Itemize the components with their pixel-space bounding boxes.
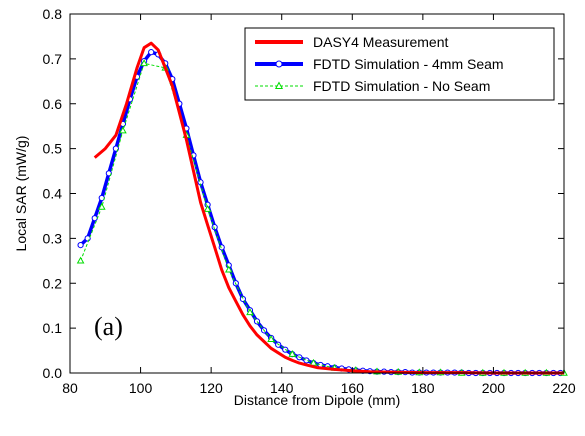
y-tick-label: 0.6 xyxy=(43,96,63,112)
legend-label-0: DASY4 Measurement xyxy=(313,34,449,50)
series-line-0 xyxy=(93,41,564,375)
x-tick-label: 180 xyxy=(411,380,435,396)
series-point-triangle xyxy=(119,126,127,134)
series-point-circle xyxy=(84,235,91,242)
y-tick-label: 0.5 xyxy=(43,141,63,157)
legend-marker-circle xyxy=(275,60,283,68)
legend: DASY4 Measurement FDTD Simulation - 4mm S… xyxy=(244,27,555,101)
y-tick-label: 0.4 xyxy=(43,186,63,202)
legend-label-1: FDTD Simulation - 4mm Seam xyxy=(313,56,504,72)
x-tick-label: 160 xyxy=(341,380,365,396)
x-tick-label: 220 xyxy=(552,380,576,396)
y-tick-label: 0.3 xyxy=(43,230,63,246)
legend-label-2: FDTD Simulation - No Seam xyxy=(313,78,490,94)
series-point-triangle xyxy=(76,256,85,264)
y-tick-label: 0.0 xyxy=(43,365,63,381)
ticks-layer: 80 100 120 140 160 180 200 220 0.0 0.1 0.2 0.3 0.4 0.… xyxy=(43,6,576,396)
y-tick-label: 0.1 xyxy=(43,320,63,336)
series-point-circle xyxy=(91,215,98,222)
x-tick-label: 120 xyxy=(199,380,223,396)
legend-marker-triangle xyxy=(274,81,284,89)
series-point-triangle xyxy=(267,335,275,342)
series-point-circle xyxy=(148,49,155,56)
series-point-triangle xyxy=(97,202,106,210)
x-tick-label: 80 xyxy=(62,380,78,396)
series-point-triangle xyxy=(246,308,254,316)
series-point-triangle xyxy=(203,204,212,212)
y-tick-label: 0.7 xyxy=(43,51,63,67)
y-tick-label: 0.8 xyxy=(43,6,63,22)
panel-label: (a) xyxy=(94,312,123,341)
series-point-triangle xyxy=(140,59,148,67)
series-point-triangle xyxy=(224,265,233,273)
x-axis-title: Distance from Dipole (mm) xyxy=(234,392,400,408)
x-tick-label: 100 xyxy=(129,380,153,396)
x-tick-label: 140 xyxy=(270,380,294,396)
y-tick-label: 0.2 xyxy=(43,275,63,291)
x-tick-label: 200 xyxy=(482,380,506,396)
series-point-circle xyxy=(211,224,218,231)
series-point-triangle xyxy=(288,349,297,357)
series-point-circle xyxy=(77,242,84,249)
y-axis-title: Local SAR (mW/g) xyxy=(13,136,29,252)
